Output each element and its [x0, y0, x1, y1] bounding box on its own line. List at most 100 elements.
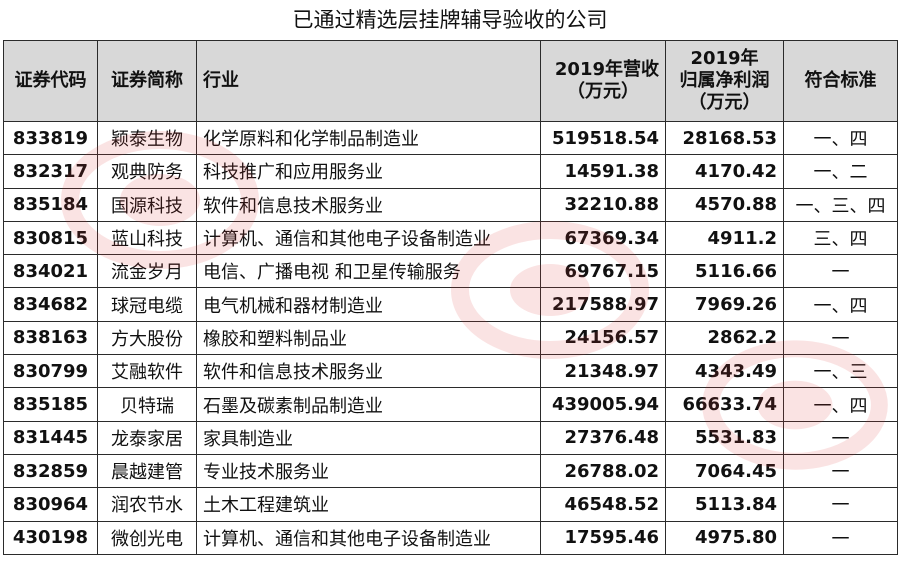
cell-profit: 4975.80	[665, 520, 784, 555]
cell-standard: 三、四	[783, 220, 898, 256]
header-profit-line3: （万元）	[688, 92, 761, 113]
table-row: 830815 蓝山科技 计算机、通信和其他电子设备制造业 67369.34 4911.2…	[3, 220, 898, 256]
cell-revenue: 17595.46	[540, 520, 666, 555]
table-row: 838163 方大股份 橡胶和塑料制品业 24156.57 2862.2 一	[3, 320, 898, 356]
header-profit-line1: 2019年	[690, 48, 759, 69]
cell-code: 830799	[3, 354, 98, 389]
cell-revenue: 519518.54	[540, 120, 666, 156]
table-row: 834021 流金岁月 电信、广播电视 和卫星传输服务 69767.15 5116.66…	[3, 254, 898, 289]
cell-industry: 软件和信息技术服务业	[196, 354, 541, 389]
cell-code: 835184	[3, 187, 98, 222]
cell-standard: 一、四	[783, 120, 898, 156]
cell-profit: 7969.26	[665, 287, 784, 322]
table-row: 835184 国源科技 软件和信息技术服务业 32210.88 4570.88 一、三、四	[3, 187, 898, 222]
cell-name: 球冠电缆	[97, 287, 197, 322]
cell-standard: 一	[783, 487, 898, 522]
table-row: 834682 球冠电缆 电气机械和器材制造业 217588.97 7969.26 一、四	[3, 287, 898, 322]
cell-revenue: 24156.57	[540, 320, 666, 356]
cell-profit: 5116.66	[665, 254, 784, 289]
table-row: 832859 晨越建管 专业技术服务业 26788.02 7064.45 一	[3, 453, 898, 489]
cell-revenue: 26788.02	[540, 453, 666, 489]
cell-profit: 5531.83	[665, 420, 784, 455]
cell-profit: 2862.2	[665, 320, 784, 356]
cell-profit: 7064.45	[665, 453, 784, 489]
table-row: 831445 龙泰家居 家具制造业 27376.48 5531.83 一	[3, 420, 898, 455]
cell-industry: 软件和信息技术服务业	[196, 187, 541, 222]
cell-code: 830815	[3, 220, 98, 256]
cell-profit: 4570.88	[665, 187, 784, 222]
cell-industry: 化学原料和化学制品制造业	[196, 120, 541, 156]
cell-code: 835185	[3, 387, 98, 422]
table-row: 830964 润农节水 土木工程建筑业 46548.52 5113.84 一	[3, 487, 898, 522]
page-title: 已通过精选层挂牌辅导验收的公司	[292, 8, 608, 32]
cell-standard: 一、三、四	[783, 187, 898, 222]
cell-name: 龙泰家居	[97, 420, 197, 455]
cell-name: 微创光电	[97, 520, 197, 555]
cell-industry: 计算机、通信和其他电子设备制造业	[196, 520, 541, 555]
header-name: 证券简称	[97, 40, 197, 122]
cell-profit: 4170.42	[665, 154, 784, 189]
cell-code: 832317	[3, 154, 98, 189]
cell-profit: 28168.53	[665, 120, 784, 156]
cell-revenue: 217588.97	[540, 287, 666, 322]
table-row: 832317 观典防务 科技推广和应用服务业 14591.38 4170.42 一、二	[3, 154, 898, 189]
header-revenue-line1: 2019年营收	[554, 59, 659, 80]
cell-standard: 一、四	[783, 287, 898, 322]
cell-name: 颖泰生物	[97, 120, 197, 156]
cell-industry: 科技推广和应用服务业	[196, 154, 541, 189]
cell-standard: 一、三	[783, 354, 898, 389]
cell-industry: 土木工程建筑业	[196, 487, 541, 522]
cell-name: 晨越建管	[97, 453, 197, 489]
cell-revenue: 69767.15	[540, 254, 666, 289]
table-body: 833819 颖泰生物 化学原料和化学制品制造业 519518.54 28168.53 一…	[3, 120, 898, 555]
cell-code: 830964	[3, 487, 98, 522]
cell-revenue: 14591.38	[540, 154, 666, 189]
cell-standard: 一	[783, 320, 898, 356]
cell-revenue: 46548.52	[540, 487, 666, 522]
cell-profit: 66633.74	[665, 387, 784, 422]
cell-revenue: 27376.48	[540, 420, 666, 455]
header-revenue: 2019年营收 （万元）	[540, 40, 666, 122]
table-header: 证券代码 证券简称 行业 2019年营收 （万元） 2019年 归属净利润 （万…	[3, 40, 898, 122]
cell-name: 方大股份	[97, 320, 197, 356]
table-row: 835185 贝特瑞 石墨及碳素制品制造业 439005.94 66633.74 一、四	[3, 387, 898, 422]
header-profit-line2: 归属净利润	[679, 70, 770, 91]
cell-revenue: 439005.94	[540, 387, 666, 422]
table-row: 430198 微创光电 计算机、通信和其他电子设备制造业 17595.46 4975.8…	[3, 520, 898, 555]
cell-profit: 4911.2	[665, 220, 784, 256]
cell-revenue: 67369.34	[540, 220, 666, 256]
cell-code: 834682	[3, 287, 98, 322]
cell-code: 831445	[3, 420, 98, 455]
cell-code: 832859	[3, 453, 98, 489]
cell-industry: 橡胶和塑料制品业	[196, 320, 541, 356]
header-row: 证券代码 证券简称 行业 2019年营收 （万元） 2019年 归属净利润 （万…	[3, 40, 898, 122]
table-row: 833819 颖泰生物 化学原料和化学制品制造业 519518.54 28168.53 一…	[3, 120, 898, 156]
cell-standard: 一	[783, 254, 898, 289]
header-profit: 2019年 归属净利润 （万元）	[665, 40, 784, 122]
cell-industry: 电气机械和器材制造业	[196, 287, 541, 322]
header-standard: 符合标准	[783, 40, 898, 122]
cell-name: 观典防务	[97, 154, 197, 189]
cell-standard: 一	[783, 420, 898, 455]
cell-standard: 一、二	[783, 154, 898, 189]
cell-name: 艾融软件	[97, 354, 197, 389]
header-code: 证券代码	[3, 40, 98, 122]
cell-standard: 一	[783, 453, 898, 489]
cell-standard: 一、四	[783, 387, 898, 422]
cell-profit: 4343.49	[665, 354, 784, 389]
cell-name: 流金岁月	[97, 254, 197, 289]
cell-name: 润农节水	[97, 487, 197, 522]
companies-table: 证券代码 证券简称 行业 2019年营收 （万元） 2019年 归属净利润 （万…	[3, 40, 898, 555]
header-revenue-line2: （万元）	[567, 81, 639, 102]
header-industry: 行业	[196, 40, 541, 122]
cell-name: 蓝山科技	[97, 220, 197, 256]
cell-code: 838163	[3, 320, 98, 356]
cell-revenue: 21348.97	[540, 354, 666, 389]
cell-name: 贝特瑞	[97, 387, 197, 422]
table-row: 830799 艾融软件 软件和信息技术服务业 21348.97 4343.49 一、三	[3, 354, 898, 389]
cell-industry: 专业技术服务业	[196, 453, 541, 489]
cell-industry: 计算机、通信和其他电子设备制造业	[196, 220, 541, 256]
cell-industry: 电信、广播电视 和卫星传输服务	[196, 254, 541, 289]
cell-name: 国源科技	[97, 187, 197, 222]
